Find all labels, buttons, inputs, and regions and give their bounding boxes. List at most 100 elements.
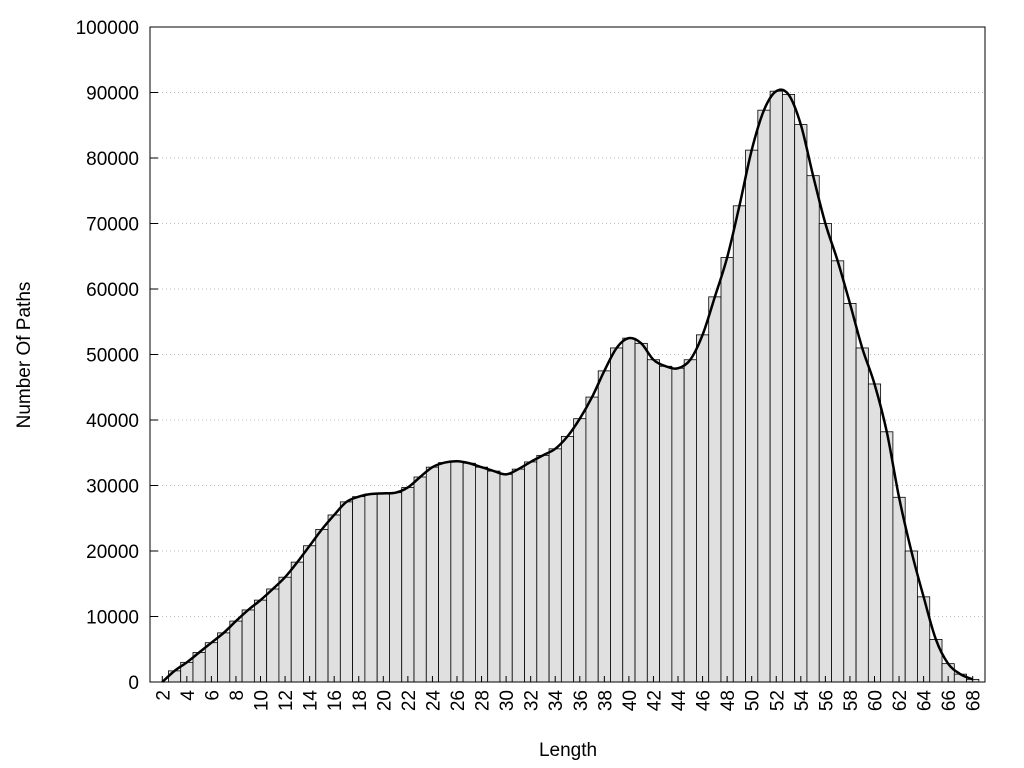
bar (781, 94, 796, 683)
trend-line (161, 88, 974, 683)
bar (720, 257, 734, 683)
y-tick-label: 20000 (86, 542, 139, 563)
x-tick-label: 12 (276, 690, 297, 711)
x-tick-label: 60 (865, 690, 886, 711)
bar (438, 462, 452, 683)
x-tick-label: 46 (694, 690, 715, 711)
x-tick-label: 8 (227, 690, 248, 701)
x-tick-label: 18 (350, 690, 371, 711)
bar (425, 466, 439, 683)
bar (536, 454, 550, 683)
bar (867, 383, 882, 683)
y-tick-label: 30000 (86, 477, 139, 498)
bar (855, 347, 869, 683)
x-tick-label: 42 (644, 690, 665, 711)
bar (253, 599, 268, 683)
bar (818, 223, 832, 683)
plot-frame (149, 26, 986, 683)
x-tick-label: 68 (964, 690, 985, 711)
x-tick-label: 56 (816, 690, 837, 711)
y-tick-label: 70000 (86, 215, 139, 236)
bar (462, 462, 476, 683)
bar (241, 609, 255, 683)
y-axis-label: Number Of Paths (14, 282, 35, 429)
bar (794, 124, 808, 683)
bar (806, 175, 820, 683)
bar (831, 260, 845, 683)
bar (548, 448, 562, 683)
bar (696, 334, 710, 683)
bar (339, 501, 354, 683)
bar (475, 466, 489, 683)
x-tick-label: 26 (448, 690, 469, 711)
x-tick-label: 20 (374, 690, 395, 711)
bar (573, 418, 587, 683)
bar (487, 470, 501, 683)
bar (880, 431, 894, 683)
bar (671, 367, 685, 683)
x-tick-label: 28 (473, 690, 494, 711)
bar (622, 337, 636, 683)
bar (266, 588, 280, 683)
y-tick-label: 80000 (86, 149, 139, 170)
bar (597, 370, 611, 683)
bar (413, 476, 427, 683)
bar (646, 359, 660, 683)
bar (499, 473, 513, 683)
x-tick-label: 30 (497, 690, 518, 711)
bar (217, 632, 231, 683)
y-tick-label: 100000 (76, 18, 139, 39)
x-tick-label: 2 (153, 690, 174, 701)
bar (524, 461, 538, 683)
bar (376, 492, 390, 683)
x-axis-label: Length (539, 740, 597, 761)
bar (352, 496, 366, 683)
bar (892, 496, 906, 683)
x-tick-label: 6 (202, 690, 223, 701)
bar (278, 576, 292, 683)
bar (929, 639, 943, 683)
bar (745, 149, 759, 683)
bar (757, 109, 771, 683)
y-tick-label: 90000 (86, 84, 139, 105)
x-tick-label: 66 (939, 690, 960, 711)
x-tick-label: 40 (620, 690, 641, 711)
x-tick-label: 62 (890, 690, 911, 711)
y-tick-label: 0 (128, 673, 139, 694)
bar (315, 528, 329, 683)
bar (290, 561, 304, 683)
x-tick-label: 14 (301, 690, 322, 712)
x-tick-label: 50 (743, 690, 764, 711)
bar (610, 347, 624, 683)
x-tick-label: 58 (841, 690, 862, 711)
x-tick-label: 52 (767, 690, 788, 711)
y-tick-label: 50000 (86, 346, 139, 367)
bar (708, 296, 722, 683)
bar (560, 435, 575, 683)
y-tick-label: 40000 (86, 411, 139, 432)
bar (585, 396, 599, 683)
bar (401, 487, 415, 683)
x-tick-label: 10 (252, 690, 273, 711)
bar (683, 359, 697, 683)
x-tick-label: 48 (718, 690, 739, 711)
x-tick-label: 64 (915, 690, 936, 712)
x-tick-label: 44 (669, 690, 690, 712)
bar (511, 468, 525, 683)
bar (732, 205, 746, 683)
x-tick-label: 38 (595, 690, 616, 711)
x-tick-label: 16 (325, 690, 346, 711)
x-tick-label: 36 (571, 690, 592, 711)
x-tick-label: 32 (522, 690, 543, 711)
y-tick-label: 60000 (86, 280, 139, 301)
bar (364, 493, 378, 683)
x-tick-label: 54 (792, 690, 813, 712)
x-tick-label: 4 (178, 690, 199, 701)
x-tick-label: 22 (399, 690, 420, 711)
bar (634, 342, 648, 683)
bar (450, 460, 464, 683)
bar (168, 670, 182, 683)
bar (327, 514, 341, 683)
bar (769, 90, 783, 683)
